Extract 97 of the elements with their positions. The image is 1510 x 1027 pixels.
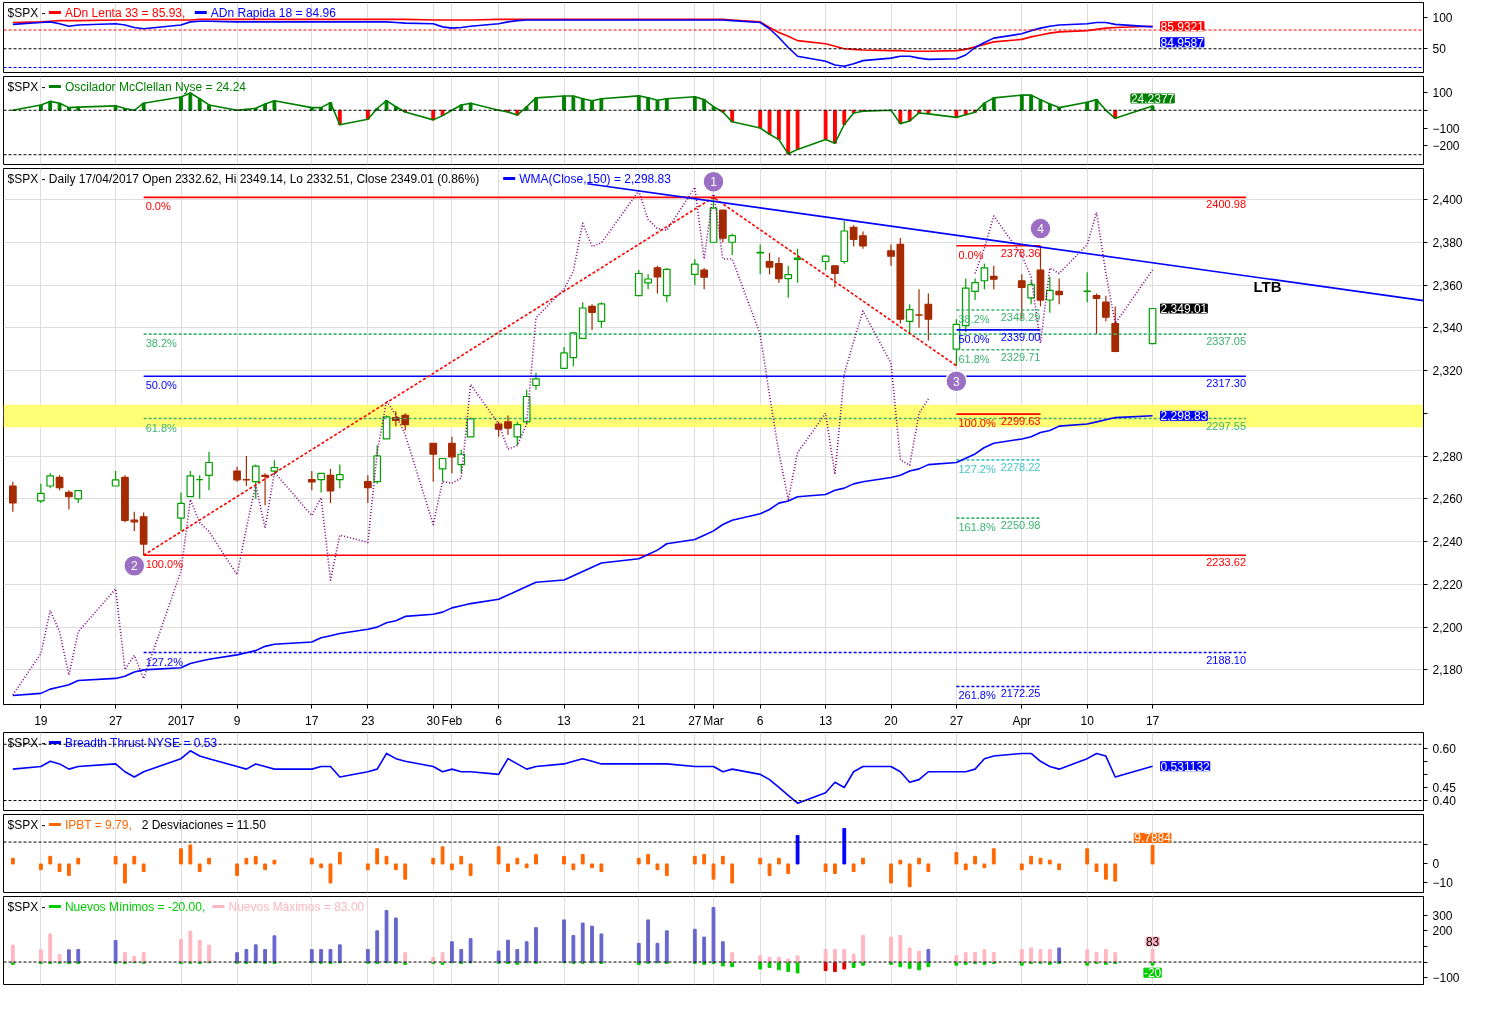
- y-tick-label: 2,280: [1432, 449, 1463, 464]
- annotation: 2: [130, 559, 138, 574]
- chart-title: $SPX -: [7, 79, 46, 94]
- x-tick-label: 17: [1145, 713, 1160, 728]
- x-tick-label: 27: [108, 713, 123, 728]
- series-label: LTB: [1253, 278, 1282, 296]
- y-tick-label: 0.40: [1432, 794, 1457, 809]
- series-label: 100.0%: [958, 417, 996, 430]
- data-label: 2329.71: [1000, 350, 1041, 363]
- x-tick-label: 17: [305, 713, 319, 728]
- data-label: 2188.10: [1206, 653, 1246, 666]
- x-tick-label: 27: [688, 713, 702, 728]
- x-tick-label: 30: [426, 713, 441, 728]
- data-label: 2,298.83: [1160, 409, 1208, 424]
- x-tick-label: Apr: [1012, 713, 1032, 728]
- x-tick-label: 23: [361, 713, 375, 728]
- legend-label: IPBT = 9.79,: [64, 817, 132, 832]
- x-tick-label: Feb: [441, 713, 463, 728]
- legend-label: Breadth Thrust NYSE = 0.53: [64, 735, 218, 750]
- series-label: 261.8%: [958, 689, 996, 702]
- y-tick-label: 2,240: [1432, 535, 1463, 550]
- data-label: 2299.63: [1000, 415, 1041, 428]
- data-label: 2339.00: [1000, 330, 1041, 343]
- data-label: 2400.98: [1206, 198, 1246, 211]
- legend-label: Oscilador McClellan Nyse = 24.24: [64, 79, 247, 94]
- y-tick-label: 2,320: [1432, 364, 1463, 379]
- x-tick-label: 20: [884, 713, 898, 728]
- data-label: 2348.29: [1000, 311, 1041, 324]
- data-label: 84.9587: [1160, 35, 1205, 50]
- annotation: 2 Desviaciones = 11.50: [141, 817, 267, 832]
- y-tick-label: −200: [1432, 139, 1460, 154]
- chart-title: $SPX -: [7, 899, 46, 914]
- data-label: 9.7884: [1134, 831, 1172, 846]
- data-label: 2233.62: [1206, 556, 1246, 569]
- chart-title: $SPX -: [7, 817, 46, 832]
- legend-label: WMA(Close,150) = 2,298.83: [519, 171, 672, 186]
- chart-title: $SPX -: [7, 735, 46, 750]
- series-label: 127.2%: [958, 462, 996, 475]
- data-label: -20: [1143, 966, 1162, 981]
- y-tick-label: 2,220: [1432, 577, 1463, 592]
- y-tick-label: 2,400: [1432, 193, 1463, 207]
- legend-label: Nuevos Máximos = 83.00: [228, 899, 365, 914]
- y-tick-label: 200: [1432, 924, 1453, 939]
- data-label: 85.9321: [1160, 19, 1205, 34]
- x-tick-label: 27: [949, 713, 964, 728]
- data-label: 2337.05: [1206, 335, 1246, 348]
- y-tick-label: −100: [1432, 121, 1460, 136]
- x-tick-label: 13: [557, 713, 572, 728]
- data-label: 2378.36: [1000, 246, 1041, 259]
- y-tick-label: 2,340: [1432, 321, 1463, 336]
- series-label: 161.8%: [958, 521, 996, 534]
- legend-label: Nuevos Mínimos = -20.00,: [64, 899, 206, 914]
- series-label: 100.0%: [145, 558, 184, 571]
- legend-label: ADn Rapida 18 = 84.96: [210, 5, 337, 20]
- x-tick-label: Mar: [703, 713, 724, 728]
- y-tick-label: −10: [1432, 876, 1454, 891]
- x-tick-label: 6: [495, 713, 503, 728]
- chart-title: $SPX -: [7, 5, 46, 20]
- y-tick-label: 0.60: [1432, 741, 1457, 756]
- data-label: 0.531132: [1160, 759, 1211, 774]
- text: 2,349.01: [1160, 302, 1208, 317]
- series-label: 50.0%: [145, 379, 178, 392]
- x-tick-label: 9: [233, 713, 241, 728]
- y-tick-label: 2,180: [1432, 663, 1463, 678]
- x-tick-label: 2017: [167, 713, 195, 728]
- annotation: 4: [1037, 222, 1045, 237]
- y-tick-label: 100: [1432, 86, 1453, 100]
- y-tick-label: 0.45: [1432, 780, 1457, 795]
- x-tick-label: 6: [756, 713, 764, 728]
- y-tick-label: 50: [1432, 42, 1447, 57]
- annotation: 1: [710, 175, 718, 190]
- x-tick-label: 13: [818, 713, 833, 728]
- series-label: 0.0%: [145, 200, 171, 213]
- annotation: 3: [953, 374, 961, 389]
- data-label: 2278.22: [1000, 460, 1041, 473]
- series-label: 61.8%: [958, 352, 990, 365]
- data-label: 24.2377: [1130, 91, 1175, 106]
- y-tick-label: 100: [1432, 11, 1453, 25]
- series-label: 127.2%: [145, 655, 184, 668]
- data-label: 2250.98: [1000, 519, 1041, 532]
- data-label: 2172.25: [1000, 687, 1041, 700]
- y-tick-label: 2,260: [1432, 492, 1463, 507]
- x-tick-label: 10: [1080, 713, 1095, 728]
- y-tick-label: 300: [1432, 908, 1453, 923]
- x-tick-label: 21: [632, 713, 646, 728]
- data-label: 2317.30: [1206, 377, 1246, 390]
- legend-label: ADn Lenta 33 = 85.93,: [64, 5, 186, 20]
- series-label: 38.2%: [145, 337, 178, 350]
- x-tick-label: 19: [34, 713, 48, 728]
- data-label: 83: [1145, 935, 1160, 950]
- y-tick-label: 2,200: [1432, 620, 1463, 635]
- series-label: 0.0%: [958, 248, 984, 261]
- y-tick-label: −100: [1432, 971, 1460, 986]
- y-tick-label: 2,360: [1432, 278, 1463, 293]
- y-tick-label: 0: [1432, 857, 1440, 872]
- chart-title: $SPX - Daily 17/04/2017 Open 2332.62, Hi 2349.14, Lo 2332.51, Close 2349.01 (0.86%): [7, 171, 480, 186]
- y-tick-label: 2,380: [1432, 235, 1463, 250]
